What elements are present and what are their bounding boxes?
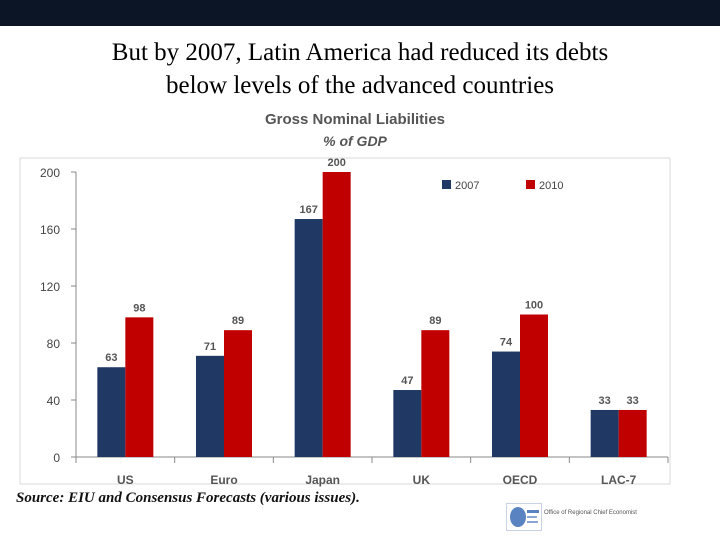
legend-label-2007: 2007	[455, 180, 479, 192]
bar-2010	[125, 317, 154, 457]
slide-title-line-2: below levels of the advanced countries	[165, 72, 555, 99]
bar-2010	[224, 330, 252, 457]
data-label: 71	[204, 341, 216, 353]
slide-title-line-1: But by 2007, Latin America had reduced i…	[111, 39, 609, 66]
bar-chart: 0 40 80 120 160 200 US 63 98 Euro 71 89 Japan 167 200 U…	[19, 157, 671, 487]
data-label: 74	[500, 337, 513, 349]
y-tick-label: 120	[40, 280, 60, 294]
bar-2007	[492, 351, 520, 457]
bar-2010	[520, 314, 548, 457]
data-label: 100	[525, 300, 543, 312]
footer-office-text: Office of Regional Chief Economist	[544, 510, 637, 516]
data-label: 33	[599, 395, 611, 407]
bar-2007	[196, 355, 224, 457]
data-label: 200	[327, 157, 345, 169]
data-label: 33	[627, 395, 639, 407]
chart-subtitle: % of GDP	[323, 133, 387, 149]
data-label: 47	[401, 375, 413, 387]
y-tick-label: 200	[40, 166, 60, 180]
x-category-label: UK	[413, 473, 431, 487]
bar-2010	[322, 172, 351, 457]
bar-2010	[618, 409, 647, 457]
chart-title: Gross Nominal Liabilities	[264, 111, 446, 128]
bar-2007	[393, 390, 422, 457]
chart-frame	[19, 157, 671, 485]
world-bank-logo	[506, 503, 542, 531]
data-label: 89	[232, 315, 244, 327]
y-tick-label: 0	[53, 451, 60, 465]
x-category-label: LAC-7	[601, 473, 637, 487]
slide-title: But by 2007, Latin America had reduced i…	[20, 36, 700, 102]
data-label: 98	[133, 302, 145, 314]
y-tick-label: 40	[47, 394, 61, 408]
data-label: 63	[105, 352, 117, 364]
bar-2007	[590, 409, 619, 457]
x-category-label: Japan	[305, 473, 340, 487]
x-category-label: US	[117, 473, 134, 487]
source-note: Source: EIU and Consensus Forecasts (var…	[16, 490, 360, 506]
data-label: 167	[299, 204, 317, 216]
y-tick-label: 80	[47, 337, 61, 351]
x-category-label: Euro	[210, 473, 237, 487]
legend-swatch-2010	[526, 180, 535, 189]
legend-label-2010: 2010	[539, 180, 563, 192]
top-bar	[0, 0, 720, 26]
bar-2007	[294, 219, 323, 457]
bar-2010	[421, 330, 450, 457]
legend-swatch-2007	[442, 180, 451, 189]
bar-2007	[97, 367, 126, 457]
y-tick-label: 160	[40, 223, 60, 237]
data-label: 89	[429, 315, 441, 327]
x-category-label: OECD	[503, 473, 538, 487]
